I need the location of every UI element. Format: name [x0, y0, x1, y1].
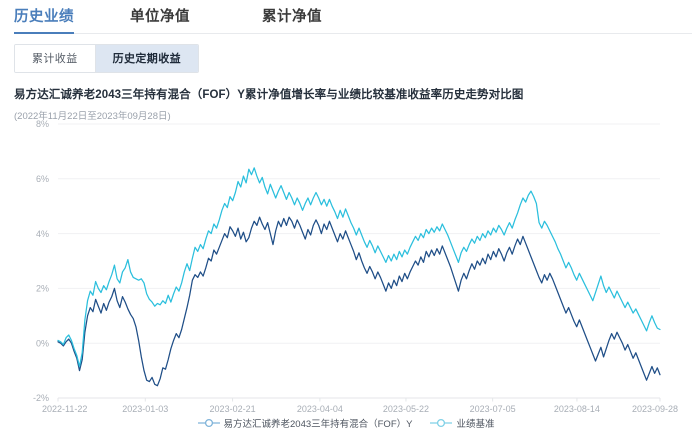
chart-container: 8% 6% 4% 2% 0% -2% 2022-11-22 2023-01-03 2023-0…: [0, 112, 692, 440]
tab-historical-performance[interactable]: 历史业绩: [14, 0, 74, 34]
tab-label: 历史业绩: [14, 9, 74, 25]
tab-label: 累计净值: [262, 9, 322, 25]
y-axis-tick-label: 4%: [36, 229, 49, 239]
sub-tab-group: 累计收益 历史定期收益: [14, 44, 200, 73]
legend-item-benchmark[interactable]: 业绩基准: [430, 416, 494, 430]
tab-label: 单位净值: [130, 9, 190, 25]
legend-item-fund[interactable]: 易方达汇诚养老2043三年持有混合（FOF）Y: [197, 416, 413, 430]
x-axis-tick-label: 2023-04-04: [297, 404, 343, 412]
subtab-label: 历史定期收益: [112, 53, 182, 65]
y-axis-tick-label: -2%: [33, 393, 49, 403]
series-line-benchmark: [57, 167, 661, 368]
y-axis-tick-label: 8%: [36, 119, 49, 129]
legend-label-fund: 易方达汇诚养老2043三年持有混合（FOF）Y: [223, 419, 413, 430]
subtab-historical-periodic-return[interactable]: 历史定期收益: [94, 45, 199, 72]
y-axis-tick-label: 2%: [36, 284, 49, 294]
series-line-fund: [57, 216, 661, 387]
top-tab-bar: 历史业绩 单位净值 累计净值: [0, 0, 692, 34]
performance-line-chart: 8% 6% 4% 2% 0% -2% 2022-11-22 2023-01-03 2023-0…: [33, 119, 678, 412]
legend-marker-icon: [197, 418, 220, 428]
y-axis-tick-label: 0%: [36, 338, 49, 348]
series-lines: [57, 167, 661, 387]
y-axis-tick-labels: 8% 6% 4% 2% 0% -2%: [33, 119, 49, 403]
x-axis-tick-label: 2023-07-05: [470, 404, 516, 412]
legend-label-benchmark: 业绩基准: [456, 419, 495, 430]
tab-cumulative-nav[interactable]: 累计净值: [262, 0, 322, 34]
x-axis-tick-label: 2023-05-22: [383, 404, 429, 412]
x-axis-tick-label: 2023-09-28: [632, 404, 678, 412]
x-axis-tick-labels: 2022-11-22 2023-01-03 2023-02-21 2023-04-04…: [42, 404, 678, 412]
tab-unit-nav[interactable]: 单位净值: [130, 0, 190, 34]
chart-legend: 易方达汇诚养老2043三年持有混合（FOF）Y 业绩基准: [0, 416, 692, 430]
legend-marker-icon: [430, 418, 453, 428]
x-axis-tick-label: 2023-01-03: [122, 404, 168, 412]
grid-lines: [57, 123, 661, 402]
subtab-label: 累计收益: [32, 53, 78, 65]
x-axis-tick-label: 2023-08-14: [554, 404, 600, 412]
chart-subtitle: (2022年11月22日至2023年09月28日): [14, 111, 171, 122]
subtab-cumulative-return[interactable]: 累计收益: [15, 45, 95, 72]
y-axis-tick-label: 6%: [36, 174, 49, 184]
chart-title: 易方达汇诚养老2043三年持有混合（FOF）Y累计净值增长率与业绩比较基准收益率…: [14, 89, 524, 101]
x-axis-tick-label: 2022-11-22: [42, 404, 87, 412]
x-axis-tick-label: 2023-02-21: [210, 404, 256, 412]
